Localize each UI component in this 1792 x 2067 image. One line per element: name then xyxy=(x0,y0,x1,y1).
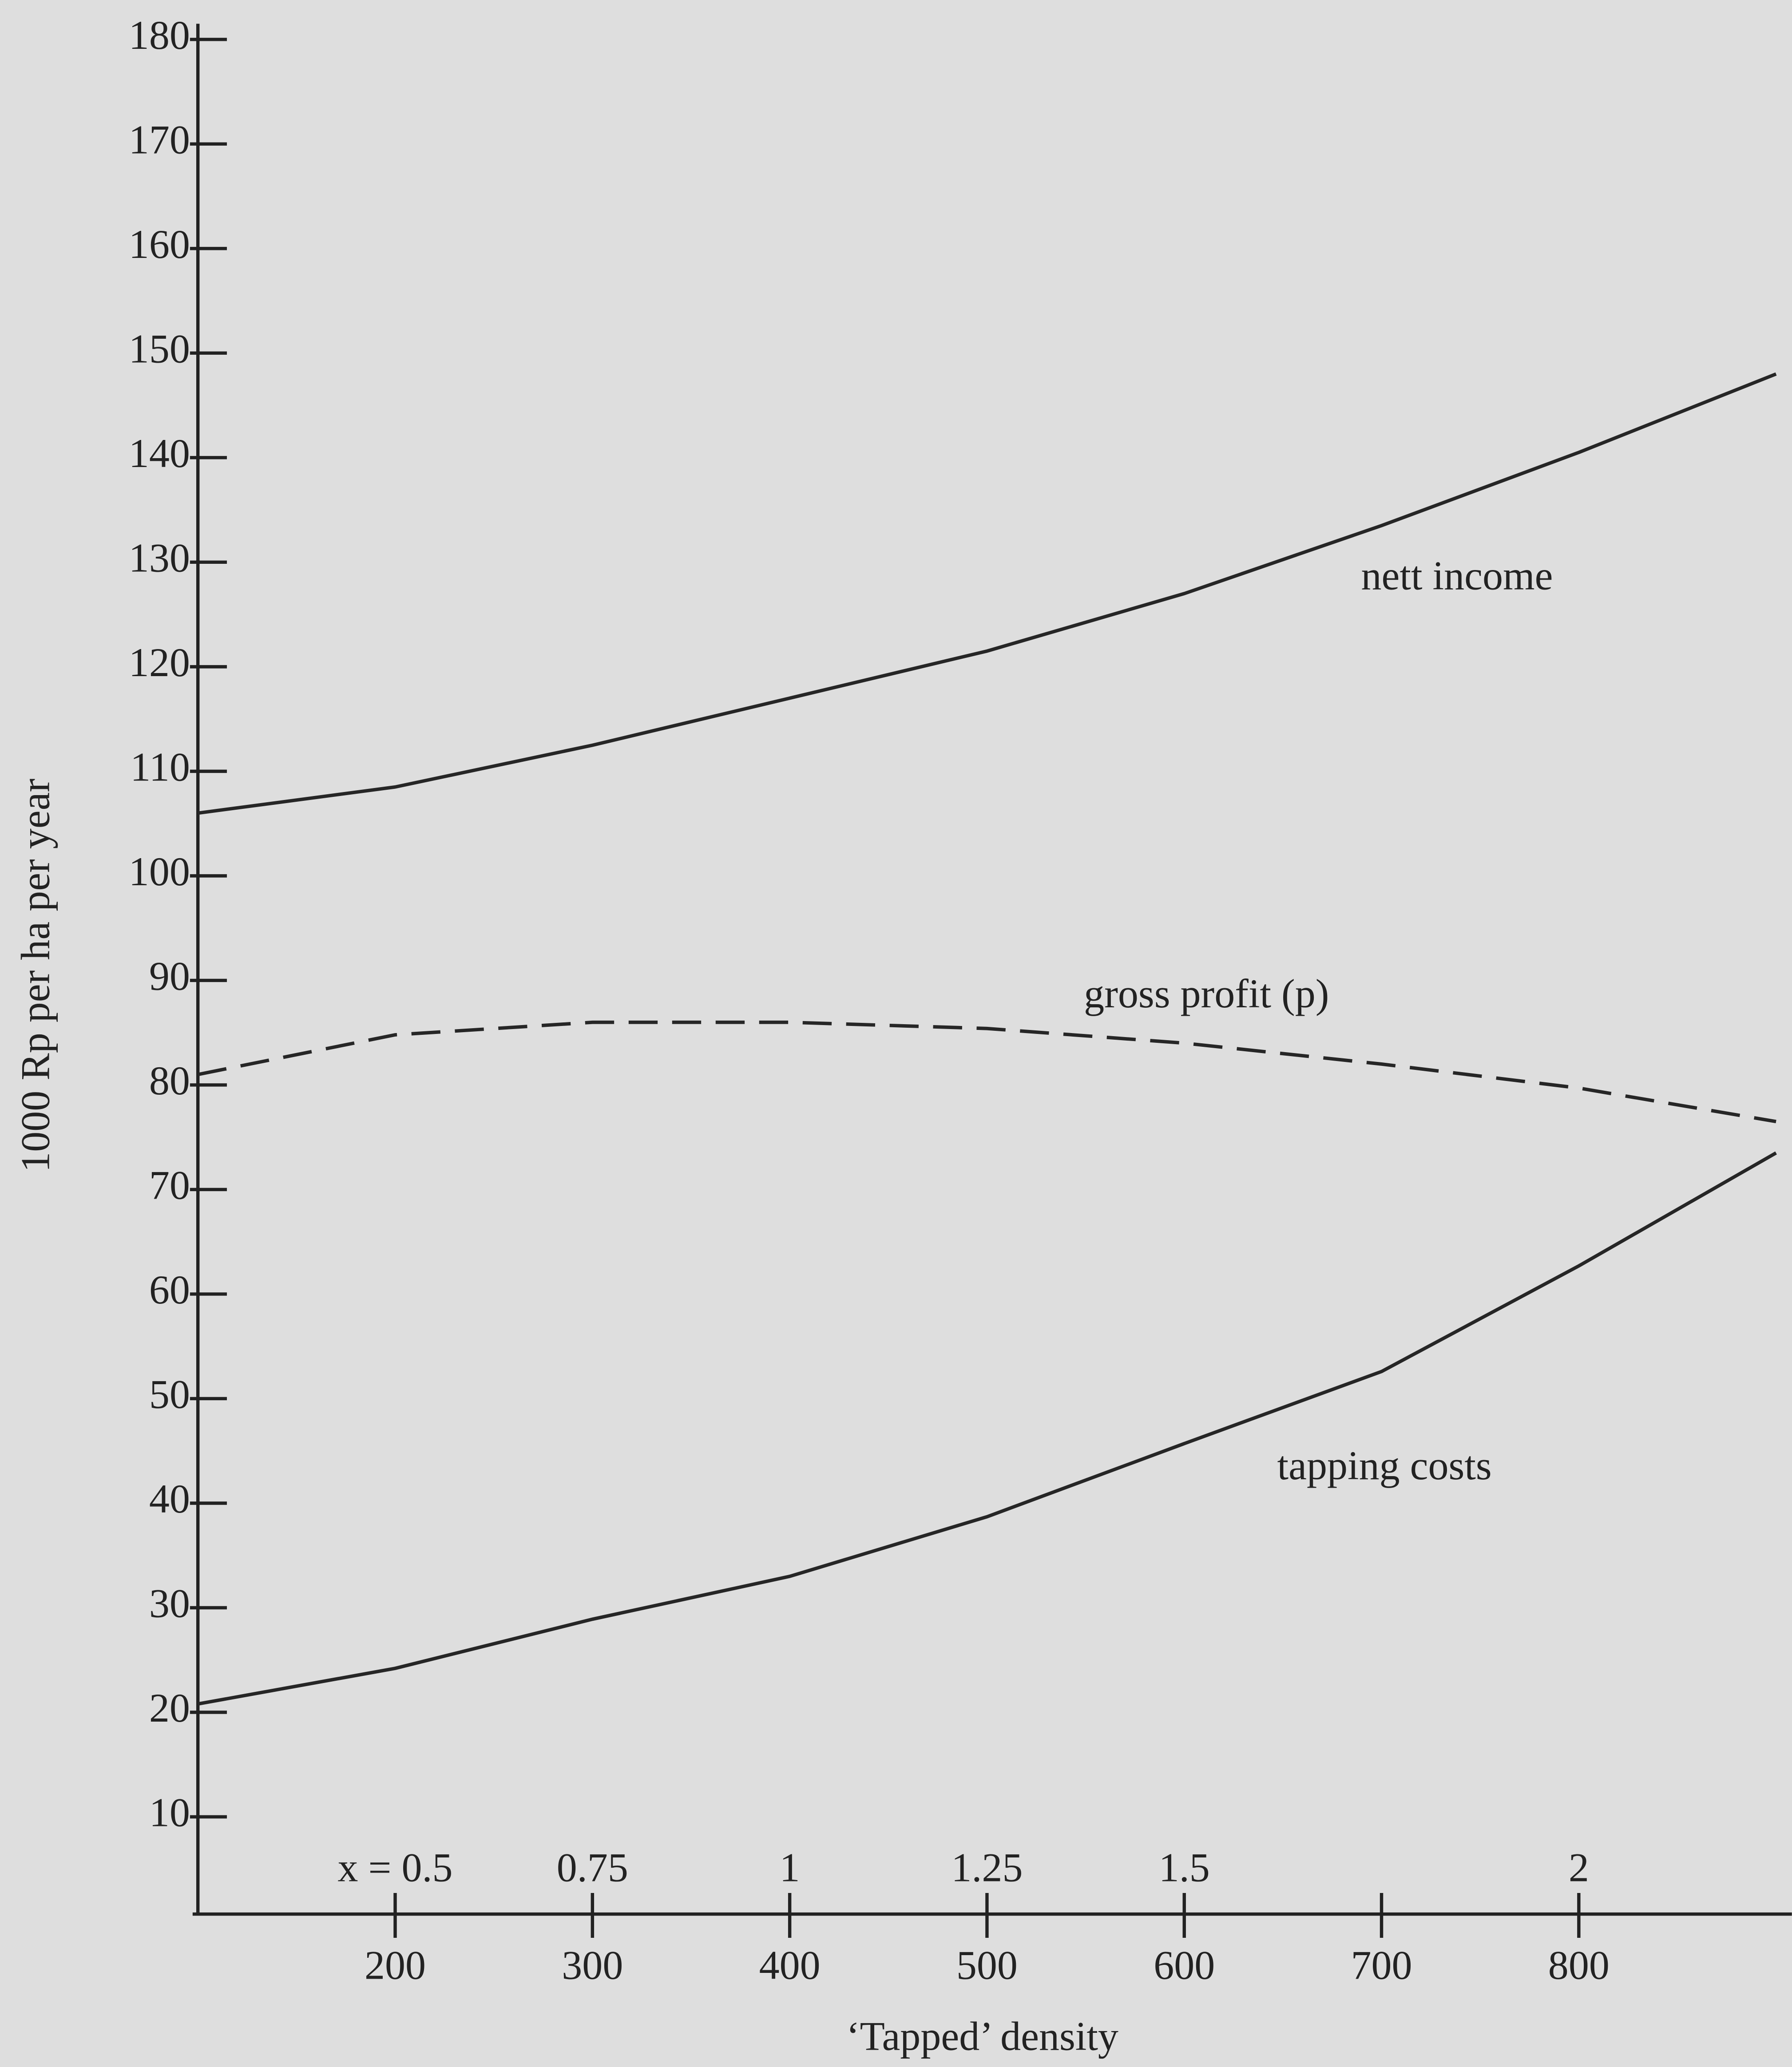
background xyxy=(0,0,1792,2067)
y-tick-label: 180 xyxy=(129,12,190,58)
y-tick-label: 100 xyxy=(129,849,190,894)
series-label: gross profit (p) xyxy=(1084,971,1329,1016)
x-tick-label: 200 xyxy=(365,1942,426,1988)
y-tick-label: 90 xyxy=(149,954,190,999)
y-tick-label: 150 xyxy=(129,326,190,371)
y-axis-label: 1000 Rp per ha per year xyxy=(13,779,58,1172)
x-tick-label: 400 xyxy=(759,1942,821,1988)
y-tick-label: 140 xyxy=(129,431,190,476)
x-tick-label: 500 xyxy=(956,1942,1018,1988)
series-label: tapping costs xyxy=(1277,1443,1492,1488)
chart: 1000 Rp per ha per year ‘Tapped’ density… xyxy=(0,0,1792,2067)
y-tick-label: 160 xyxy=(129,222,190,267)
y-tick-label: 30 xyxy=(149,1581,190,1626)
x2-tick-label: 0.75 xyxy=(557,1845,628,1890)
y-tick-label: 60 xyxy=(149,1267,190,1312)
y-tick-label: 120 xyxy=(129,640,190,685)
x-tick-label: 700 xyxy=(1351,1942,1412,1988)
x2-tick-label: 1 xyxy=(780,1845,800,1890)
y-tick-label: 10 xyxy=(149,1790,190,1835)
x-tick-label: 600 xyxy=(1154,1942,1215,1988)
y-tick-label: 20 xyxy=(149,1685,190,1730)
y-tick-label: 130 xyxy=(129,535,190,580)
y-tick-label: 110 xyxy=(130,744,190,790)
x2-tick-label: 1.5 xyxy=(1159,1845,1210,1890)
y-tick-label: 50 xyxy=(149,1372,190,1417)
x-tick-label: 800 xyxy=(1548,1942,1610,1988)
series-label: nett income xyxy=(1361,553,1553,598)
x2-tick-label: x = 0.5 xyxy=(337,1845,452,1890)
y-tick-label: 40 xyxy=(149,1476,190,1521)
x2-tick-label: 2 xyxy=(1569,1845,1589,1890)
page: 1000 Rp per ha per year ‘Tapped’ density… xyxy=(0,0,1792,2067)
x2-tick-label: 1.25 xyxy=(951,1845,1023,1890)
y-tick-label: 170 xyxy=(129,117,190,162)
x-axis-label: ‘Tapped’ density xyxy=(846,2014,1118,2059)
x-tick-label: 300 xyxy=(562,1942,623,1988)
y-tick-label: 80 xyxy=(149,1058,190,1103)
y-tick-label: 70 xyxy=(149,1163,190,1208)
